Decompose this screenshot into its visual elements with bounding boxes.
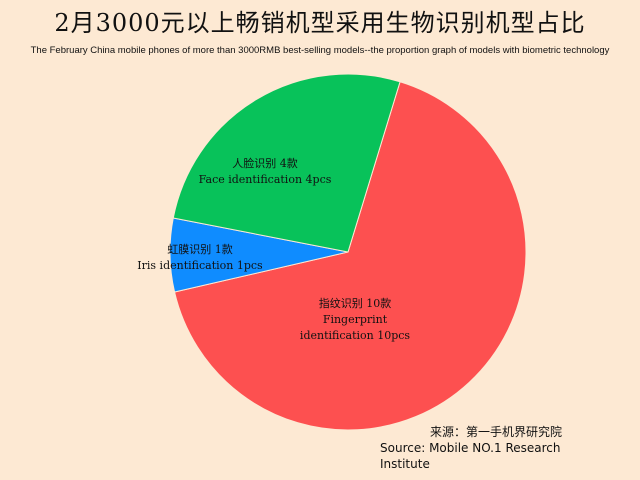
chart-source: 来源：第一手机界研究院 Source: Mobile NO.1 Research… xyxy=(380,424,610,472)
slice-label-face-cn: 人脸识别 4款 xyxy=(232,157,298,170)
chart-subtitle: The February China mobile phones of more… xyxy=(30,45,610,56)
pie-slice-face xyxy=(172,73,401,253)
chart-title: 2月3000元以上畅销机型采用生物识别机型占比 xyxy=(54,9,586,37)
slice-label-face-en: Face identification 4pcs xyxy=(198,173,332,186)
source-en: Source: Mobile NO.1 Research Institute xyxy=(380,441,561,471)
slice-label-fingerprint: 指纹识别 10款 Fingerprint identification 10pc… xyxy=(290,296,420,344)
slice-label-iris-cn: 虹膜识别 1款 xyxy=(167,243,233,256)
slice-label-face: 人脸识别 4款 Face identification 4pcs xyxy=(190,156,340,188)
pie-slice-fingerprint xyxy=(173,81,527,431)
slice-label-iris-en: Iris identification 1pcs xyxy=(137,259,263,272)
source-cn: 来源：第一手机界研究院 xyxy=(430,425,563,439)
slice-label-fingerprint-en-1: Fingerprint xyxy=(322,313,388,326)
slice-label-fingerprint-en-2: identification 10pcs xyxy=(299,329,411,342)
slice-label-fingerprint-cn: 指纹识别 10款 xyxy=(318,297,392,310)
slice-label-iris: 虹膜识别 1款 Iris identification 1pcs xyxy=(130,242,270,274)
